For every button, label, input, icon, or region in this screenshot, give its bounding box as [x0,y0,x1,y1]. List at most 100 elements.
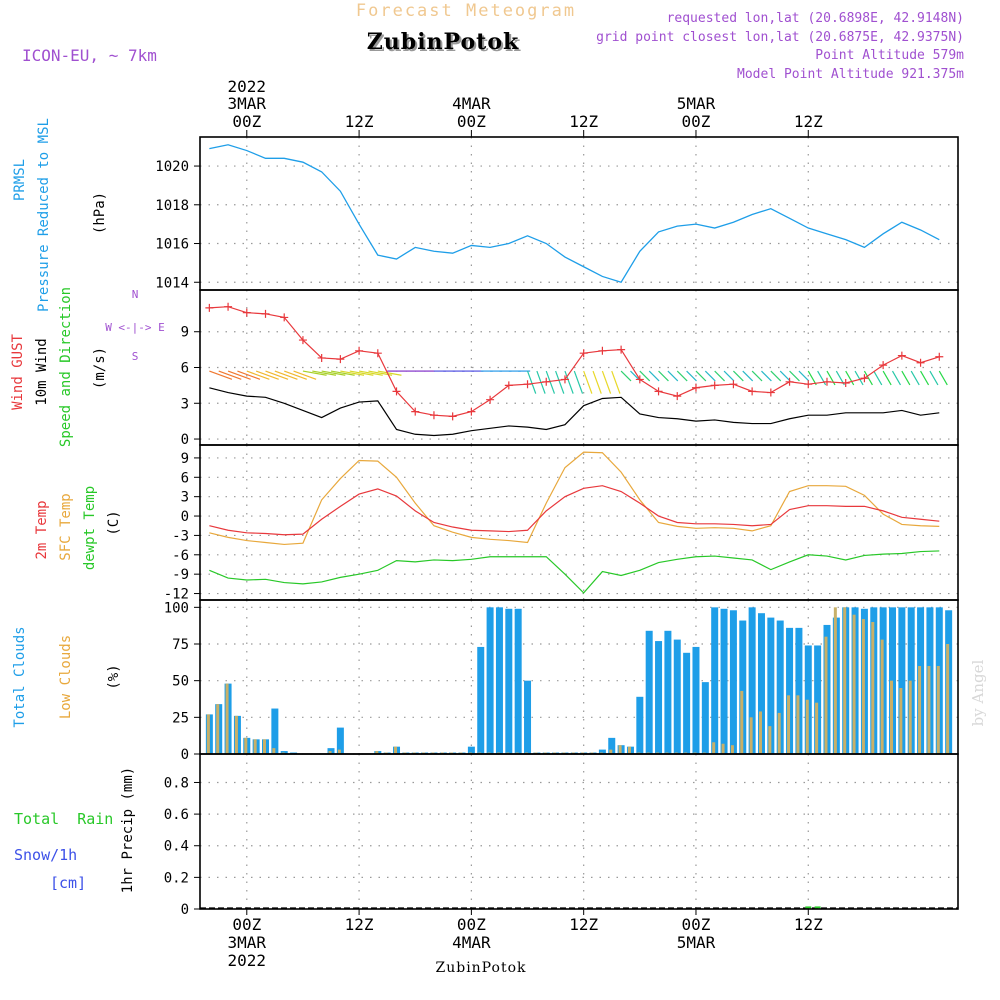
pressure-title-2: Pressure Reduced to MSL [36,118,52,312]
temp-title-1: 2m Temp [34,500,50,559]
panels: 1014 1016 1018 1020 0 3 6 9 -12 -9 -6 -3 0 3 6 9 0 25 50 75… [155,136,959,918]
wind10-line [209,387,940,437]
total-cloud-bar [636,696,644,754]
bottom-year-label: 2022 [228,951,267,970]
wind-arrow [676,370,688,382]
gust-marker [261,309,270,318]
panel-frame [199,289,959,446]
total-cloud-bar [711,607,719,754]
total-cloud-bar [786,627,794,754]
low-cloud-bar [936,666,940,754]
bottom-date-label: 4MAR [452,933,491,952]
gust-marker [935,352,944,361]
temp-labels: 2m Temp SFC Temp dewpt Temp (C) [34,486,122,570]
precip-unit: 1hr Precip (mm) [120,767,136,893]
low-cloud-bar [889,680,893,754]
wind-arrow [798,370,810,382]
gust-marker [617,345,626,354]
low-cloud-bar [609,749,613,754]
wind-arrow [704,370,716,382]
bottom-hour-label: 00Z [232,915,261,934]
wind-arrow [779,370,791,382]
wind-arrow [620,370,632,382]
wind-title-3: Speed and Direction [58,287,74,447]
wind-arrow [667,370,679,382]
wind-arrow [358,370,383,376]
y-tick-label: 50 [172,674,189,690]
model-altitude: Model Point Altitude 921.375m [737,67,964,82]
gust-marker [710,381,719,390]
gust-marker [916,358,925,367]
wind-arrow [658,370,669,382]
wind-arrow [873,370,883,386]
t2m-line [209,485,940,536]
wind-arrow [601,370,612,394]
gust-marker [373,349,382,358]
panel-frame [199,753,959,910]
wind-arrow [854,370,864,386]
wind-arrow [845,370,855,386]
y-tick-label: 75 [172,637,189,653]
low-cloud-bar [946,644,950,754]
low-cloud-bar [394,746,398,754]
panel-temp: -12 -9 -6 -3 0 3 6 9 [164,445,958,603]
wind-arrow [723,370,735,382]
y-tick-label: -6 [172,548,189,564]
panel-pressure: 1014 1016 1018 1020 [155,137,958,291]
gust-marker [654,387,663,396]
requested-coords: requested lon,lat (20.6898E, 42.9148N) [667,11,964,26]
low-cloud-bar [206,714,210,754]
gust-marker [504,381,513,390]
wind-arrow [573,370,584,394]
wind-arrow [526,370,537,394]
y-tick-label: 1018 [155,198,189,214]
rain-bar [814,906,821,909]
bottom-hour-label: 00Z [682,915,711,934]
gust-marker [822,377,831,386]
y-tick-label: 9 [181,325,189,341]
y-tick-label: 0 [181,747,189,763]
low-cloud-bar [768,726,772,754]
compass-north: N [132,288,139,301]
gust-marker [205,303,214,312]
total-cloud-bar [757,613,765,754]
low-cloud-bar [787,695,791,754]
low-cloud-bar [337,749,341,754]
rain-bar [805,906,812,909]
pressure-title-1: PRMSL [12,159,28,201]
gust-marker [766,388,775,397]
point-altitude: Point Altitude 579m [815,48,964,63]
precip-labels: Total Rain Snow/1h [cm] 1hr Precip (mm) [14,767,136,893]
clouds-unit: (%) [106,664,122,689]
wind-arrow [246,370,270,380]
total-cloud-bar [795,627,803,754]
tsfc-line [209,451,940,546]
total-cloud-bar [814,645,822,754]
closest-coords: grid point closest lon,lat (20.6875E, 42… [596,30,964,45]
low-cloud-bar [225,683,229,754]
wind-arrow [648,370,660,382]
wind-arrow [255,370,279,380]
total-cloud-bar [767,617,775,754]
low-cloud-bar [721,743,725,754]
total-cloud-bar [776,620,784,754]
panel-frame [199,444,959,601]
wind-arrow [826,370,836,386]
wind-arrow [312,370,337,376]
pressure-unit: (hPa) [92,192,108,234]
y-tick-label: 6 [181,470,189,486]
wind-arrow [686,370,697,382]
clouds-title-1: Total Clouds [12,626,28,727]
low-cloud-bar [880,639,884,754]
low-cloud-bar [805,699,809,754]
top-hour-label: 00Z [457,112,486,131]
y-tick-label: 0 [181,902,189,918]
wind-arrow [732,370,744,382]
top-date-label: 4MAR [452,94,491,113]
wind-arrow [807,370,817,386]
cloud-labels: Total Clouds Low Clouds (%) [12,626,122,727]
low-cloud-bar [927,666,931,754]
y-tick-label: 1020 [155,159,189,175]
top-hour-label: 12Z [794,112,823,131]
